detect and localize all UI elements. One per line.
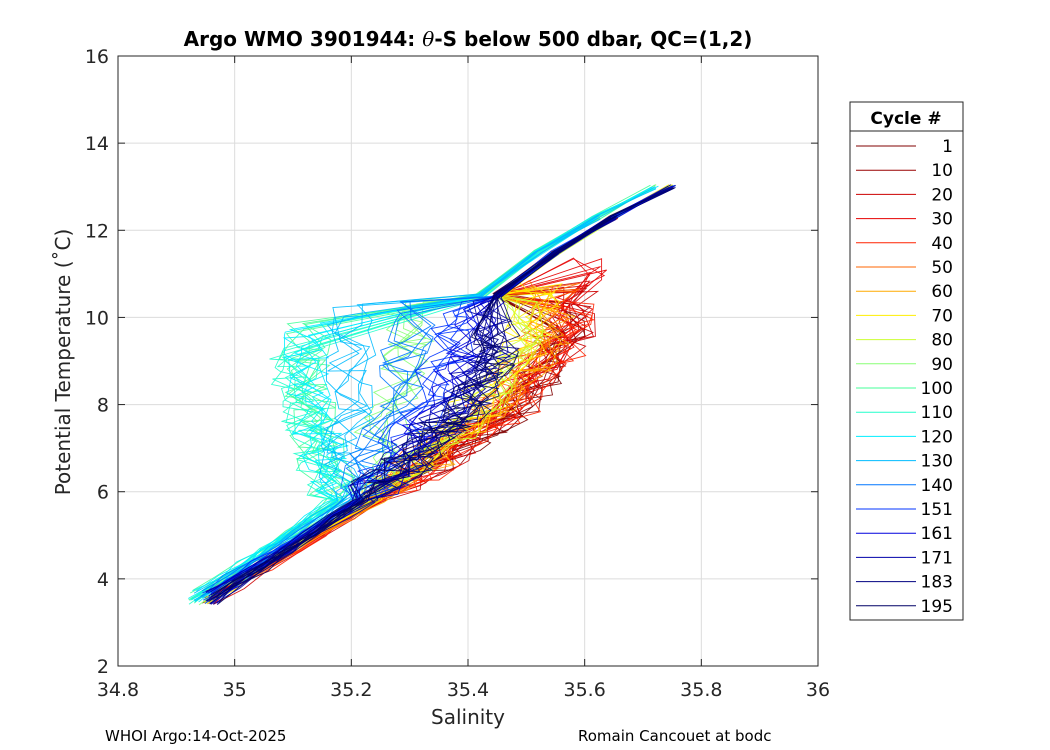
series-line-120 bbox=[192, 252, 537, 592]
series-line-60 bbox=[202, 186, 675, 596]
legend: Cycle # 11020304050607080901001101201301… bbox=[849, 101, 964, 621]
legend-label-60: 60 bbox=[931, 282, 953, 302]
legend-label-110: 110 bbox=[921, 403, 953, 423]
y-tick-label: 4 bbox=[97, 569, 109, 591]
legend-label-100: 100 bbox=[921, 379, 953, 399]
series-line-140 bbox=[201, 215, 613, 592]
legend-label-130: 130 bbox=[921, 452, 953, 472]
series-line-140 bbox=[207, 251, 552, 592]
y-tick-label: 16 bbox=[85, 46, 109, 68]
legend-label-161: 161 bbox=[921, 524, 953, 544]
x-tick-label: 35.6 bbox=[564, 679, 606, 701]
x-tick-label: 36 bbox=[806, 679, 830, 701]
y-tick-label: 12 bbox=[85, 220, 109, 242]
legend-label-120: 120 bbox=[921, 427, 953, 447]
y-axis-label: Potential Temperature (˚C) bbox=[51, 229, 75, 496]
legend-label-10: 10 bbox=[931, 161, 953, 181]
footer-left: WHOI Argo:14-Oct-2025 bbox=[105, 727, 286, 745]
series-line-171 bbox=[210, 216, 618, 593]
series-line-195 bbox=[208, 214, 617, 602]
series-line-120 bbox=[187, 186, 653, 599]
series-line-195 bbox=[216, 187, 675, 605]
legend-label-195: 195 bbox=[921, 597, 953, 617]
series-line-183 bbox=[209, 187, 674, 604]
legend-items: 1102030405060708090100110120130140151161… bbox=[856, 137, 953, 617]
title-theta-symbol: θ bbox=[422, 27, 434, 51]
legend-label-40: 40 bbox=[931, 234, 953, 254]
legend-label-70: 70 bbox=[931, 306, 953, 326]
series-line-130 bbox=[194, 217, 600, 602]
legend-label-50: 50 bbox=[931, 258, 953, 278]
x-tick-label: 35.8 bbox=[680, 679, 722, 701]
series-line-120 bbox=[196, 217, 598, 592]
y-tick-label: 8 bbox=[97, 395, 109, 417]
legend-label-140: 140 bbox=[921, 476, 953, 496]
series-line-40 bbox=[205, 217, 612, 602]
axis-ticks: 34.8 35 35.2 35.4 35.6 35.8 36 2 4 6 8 10 12 14 16 bbox=[85, 46, 830, 701]
series-line-195 bbox=[209, 251, 561, 605]
legend-label-30: 30 bbox=[931, 210, 953, 230]
x-tick-label: 35.2 bbox=[330, 679, 372, 701]
series-layer bbox=[187, 184, 676, 606]
chart-title: Argo WMO 3901944: θ-S below 500 dbar, QC… bbox=[184, 27, 753, 51]
series-line-140 bbox=[209, 218, 616, 594]
legend-label-1: 1 bbox=[942, 137, 953, 157]
series-line-151 bbox=[202, 253, 559, 594]
legend-label-183: 183 bbox=[921, 573, 953, 593]
series-line-195 bbox=[210, 217, 612, 596]
y-tick-label: 10 bbox=[85, 307, 109, 329]
legend-label-151: 151 bbox=[921, 500, 953, 520]
x-tick-label: 35.4 bbox=[447, 679, 489, 701]
series-line-130 bbox=[202, 218, 601, 599]
title-prefix: Argo WMO 3901944: bbox=[184, 27, 423, 51]
legend-title: Cycle # bbox=[870, 109, 941, 129]
y-tick-label: 6 bbox=[97, 482, 109, 504]
x-tick-label: 34.8 bbox=[97, 679, 139, 701]
footer-right: Romain Cancouet at bodc bbox=[578, 727, 771, 745]
y-tick-label: 14 bbox=[85, 133, 109, 155]
legend-label-80: 80 bbox=[931, 331, 953, 351]
x-axis-label: Salinity bbox=[431, 705, 505, 729]
legend-label-20: 20 bbox=[931, 185, 953, 205]
legend-label-171: 171 bbox=[921, 548, 953, 568]
legend-label-90: 90 bbox=[931, 355, 953, 375]
y-tick-label: 2 bbox=[97, 656, 109, 678]
x-tick-label: 35 bbox=[223, 679, 247, 701]
title-suffix: -S below 500 dbar, QC=(1,2) bbox=[434, 27, 752, 51]
